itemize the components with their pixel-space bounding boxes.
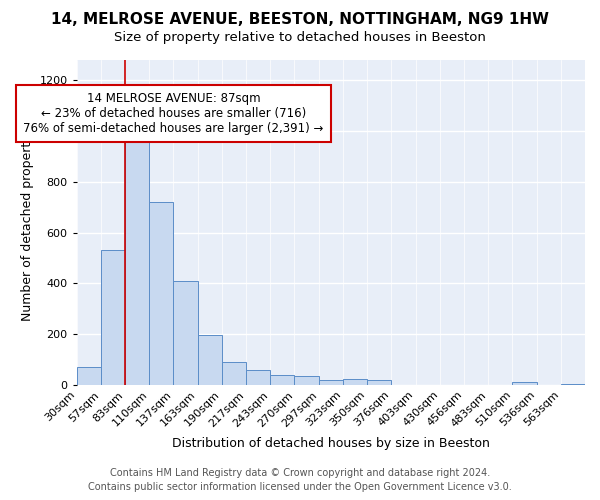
Bar (295, 376, 319, 385)
Y-axis label: Number of detached properties: Number of detached properties (21, 124, 34, 321)
Bar (77, 367, 101, 385)
Text: Contains HM Land Registry data © Crown copyright and database right 2024.
Contai: Contains HM Land Registry data © Crown c… (88, 468, 512, 492)
Bar (197, 336, 222, 385)
Bar (367, 380, 391, 385)
Text: 14, MELROSE AVENUE, BEESTON, NOTTINGHAM, NG9 1HW: 14, MELROSE AVENUE, BEESTON, NOTTINGHAM,… (51, 12, 549, 28)
Bar (149, 202, 173, 385)
Bar (270, 374, 295, 385)
Bar (101, 250, 125, 385)
Text: 14 MELROSE AVENUE: 87sqm
← 23% of detached houses are smaller (716)
76% of semi-: 14 MELROSE AVENUE: 87sqm ← 23% of detach… (23, 92, 323, 134)
Bar (512, 382, 536, 385)
Bar (222, 362, 246, 385)
X-axis label: Distribution of detached houses by size in Beeston: Distribution of detached houses by size … (172, 437, 490, 450)
Bar (319, 380, 343, 385)
Bar (173, 281, 197, 385)
Bar (343, 379, 367, 385)
Bar (246, 370, 270, 385)
Bar (125, 131, 149, 385)
Text: Size of property relative to detached houses in Beeston: Size of property relative to detached ho… (114, 31, 486, 44)
Bar (561, 384, 585, 385)
